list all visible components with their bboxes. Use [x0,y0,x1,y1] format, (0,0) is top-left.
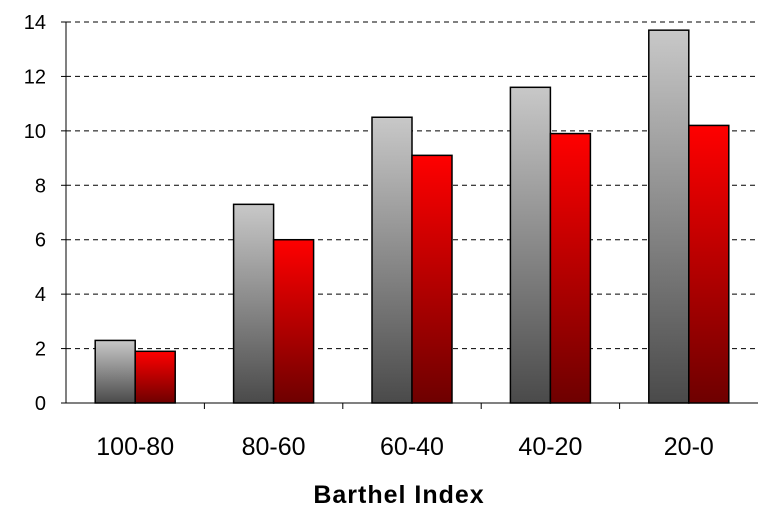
y-tick-labels: 0 2 4 6 8 10 12 14 [24,12,66,415]
x-tick-label: 100-80 [96,433,174,461]
bar-series2-40-20 [549,132,592,404]
y-tick-label: 4 [35,284,46,306]
x-tick-label: 60-40 [380,433,444,461]
bar-series1-40-20 [509,86,552,404]
bar-series2-20-0 [688,124,730,404]
bar-series2-80-60 [272,238,315,404]
bar-series1-80-60 [232,203,275,404]
y-tick-label: 10 [24,121,46,143]
bar-series2-60-40 [411,154,453,404]
x-tick-label: 40-20 [518,433,582,461]
y-tick-label: 8 [35,175,46,197]
y-tick-label: 12 [24,66,46,88]
bar-series1-20-0 [648,29,690,404]
bar-series2-100-80 [134,350,176,404]
bar-series1-100-80 [94,339,136,404]
bars [94,29,730,404]
x-tick-labels: 100-80 80-60 60-40 40-20 20-0 [96,403,714,461]
x-tick-label: 20-0 [664,433,714,461]
y-tick-label: 2 [35,339,46,361]
axes [65,22,758,404]
y-tick-label: 0 [35,393,46,415]
y-tick-label: 14 [24,12,46,34]
y-tick-label: 6 [35,230,46,252]
x-tick-label: 80-60 [242,433,306,461]
bar-series1-60-40 [371,116,413,404]
x-axis-title: Barthel Index [313,481,484,508]
